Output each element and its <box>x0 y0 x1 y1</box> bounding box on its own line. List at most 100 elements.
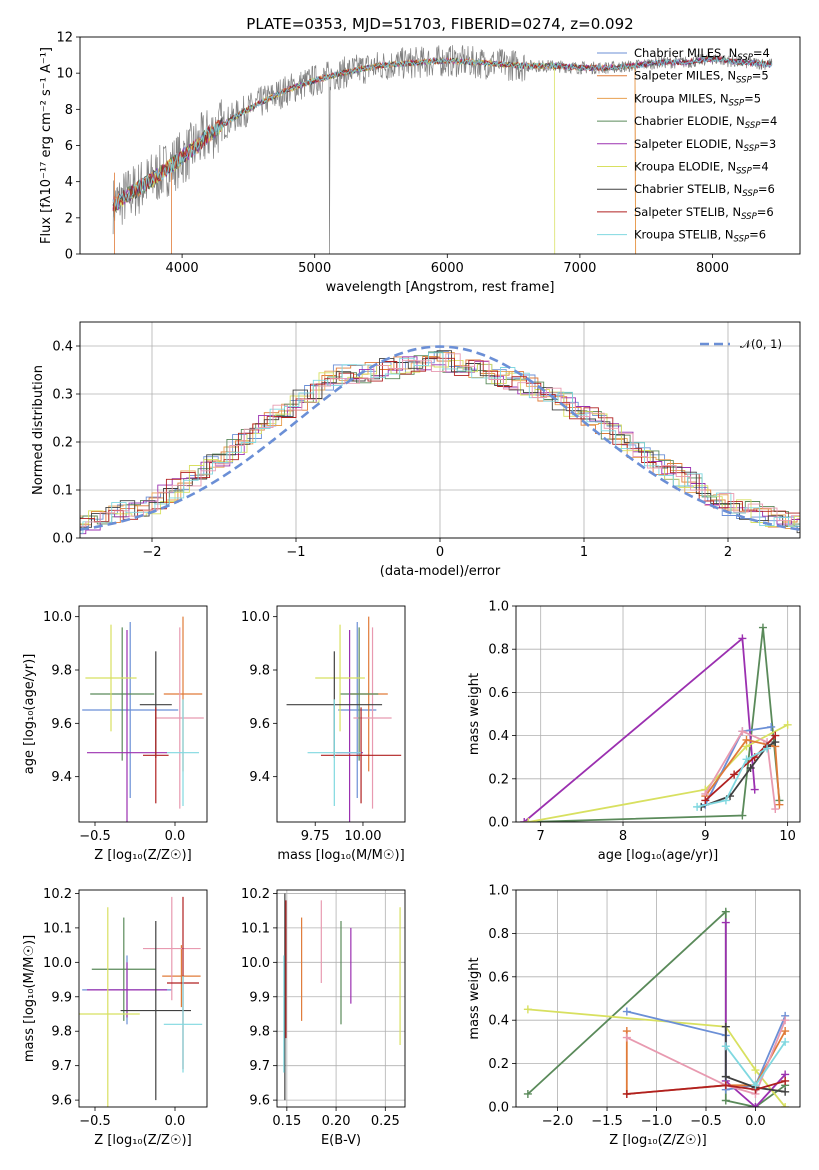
weight-series-marker <box>524 818 533 822</box>
data-point <box>340 627 379 761</box>
legend-entry-name: Chabrier MILES, N <box>634 46 737 60</box>
x-tick-label: 7 <box>537 829 545 844</box>
x-tick-label: −1.5 <box>591 1114 623 1129</box>
plot-area <box>520 623 792 822</box>
axes-frame <box>79 36 801 255</box>
legend-entry-name: Salpeter MILES, N <box>634 69 736 83</box>
plot-area <box>80 345 800 535</box>
y-tick-label: 9.6 <box>51 717 72 732</box>
weight-series-line <box>704 730 777 810</box>
panel-spectrum: 4000 5000 6000 7000 8000 0 2 4 6 8 10 12 wavelength … <box>39 15 801 295</box>
y-tick-label: 4 <box>65 175 73 190</box>
data-point <box>353 627 392 809</box>
weight-series-marker <box>771 805 780 814</box>
x-tick-label: 10 <box>779 829 796 844</box>
x-axis-label: wavelength [Angstrom, rest frame] <box>326 280 555 295</box>
weight-series-marker <box>763 744 772 753</box>
y-axis-label: Flux [fλ10⁻¹⁷ erg cm⁻² s⁻¹ A⁻¹] <box>39 47 54 244</box>
x-axis-label: mass [log₁₀(M/M☉)] <box>277 848 404 863</box>
legend-entry: Salpeter STELIB, NSSP=6 <box>634 205 774 222</box>
y-tick-label: 9.6 <box>249 1094 270 1109</box>
y-tick-label: 0.0 <box>488 1101 509 1116</box>
histogram-series <box>80 352 800 533</box>
model-series-line <box>112 56 773 210</box>
y-tick-label: 0.3 <box>52 388 73 403</box>
normal-curve <box>80 345 800 531</box>
legend-entry-count: =4 <box>760 114 777 128</box>
y-tick-label: 9.8 <box>51 664 72 679</box>
y-tick-label: 10.2 <box>241 887 270 902</box>
plot-area <box>79 896 203 1107</box>
weight-series-line <box>724 922 786 1107</box>
y-tick-label: 10 <box>56 67 73 82</box>
x-tick-label: 4000 <box>166 261 199 276</box>
y-tick-label: 0.6 <box>488 686 509 701</box>
weight-series-marker <box>523 1089 532 1098</box>
weight-series-marker <box>781 1076 790 1085</box>
weight-series-marker <box>622 1007 631 1016</box>
legend-entry-sub: SSP <box>736 167 752 177</box>
legend-entry-sub: SSP <box>742 189 758 199</box>
y-tick-label: 9.8 <box>249 1025 270 1040</box>
histogram-series <box>80 352 800 534</box>
x-axis-label: Z [log₁₀(Z/Z☉)] <box>609 1133 706 1148</box>
y-tick-label: 0.4 <box>488 1014 509 1029</box>
axes-frame <box>515 605 801 823</box>
y-tick-label: 10.0 <box>43 610 72 625</box>
weight-series-marker <box>738 727 747 736</box>
weight-series-line <box>626 1080 786 1095</box>
y-tick-label: 1.0 <box>488 884 509 899</box>
weight-series-marker <box>721 1096 730 1105</box>
x-tick-label: 5000 <box>298 261 331 276</box>
y-tick-label: 0.2 <box>52 436 73 451</box>
data-point <box>315 624 365 732</box>
legend-entry-sub: SSP <box>734 235 750 245</box>
weight-series-marker <box>622 1089 631 1098</box>
legend-entry-name: Chabrier ELODIE, N <box>634 114 745 128</box>
x-tick-label: −0.5 <box>79 829 111 844</box>
x-tick-label: 0.20 <box>322 1114 351 1129</box>
x-tick-label: −2.0 <box>542 1114 574 1129</box>
histogram-series <box>80 356 800 535</box>
histogram-series <box>80 350 800 534</box>
panel-residuals: −2 −1 0 1 2 0.0 0.1 0.2 0.3 0.4 (data-model)/error… <box>31 321 801 579</box>
data-point <box>85 624 137 732</box>
weight-series-marker <box>721 1081 730 1090</box>
weight-series-marker <box>738 811 747 820</box>
axes-frame <box>515 889 801 1108</box>
plot-area <box>82 616 204 822</box>
x-tick-label: 7000 <box>563 261 596 276</box>
weight-series <box>622 1076 790 1098</box>
data-point <box>155 627 204 809</box>
weight-series <box>693 744 772 811</box>
x-axis-label: E(B-V) <box>321 1133 361 1148</box>
y-tick-label: 9.6 <box>249 717 270 732</box>
weight-series <box>701 731 780 805</box>
y-axis-label: mass weight <box>467 673 482 755</box>
weight-series <box>520 634 759 822</box>
weight-series-marker <box>781 1027 790 1036</box>
legend-entry: 𝒩(0, 1) <box>740 337 782 351</box>
weight-series-marker <box>721 918 730 927</box>
y-axis-label: age [log₁₀(age/yr)] <box>22 654 37 775</box>
plot-area <box>283 893 401 1101</box>
data-point <box>120 921 191 1101</box>
data-point <box>167 699 199 806</box>
weight-series-line <box>528 627 781 822</box>
weight-series-line <box>724 1026 786 1093</box>
y-tick-label: 0.6 <box>488 970 509 985</box>
y-tick-label: 0.0 <box>488 816 509 831</box>
y-tick-label: 0.8 <box>488 643 509 658</box>
legend-entry-count: =5 <box>752 69 769 83</box>
y-axis-label: mass [log₁₀(M/M☉)] <box>22 935 37 1062</box>
weight-series-marker <box>742 755 751 764</box>
weight-series-marker <box>771 731 780 740</box>
histogram-series <box>80 353 800 528</box>
y-axis-label: Normed distribution <box>31 365 46 495</box>
plot-area <box>523 907 790 1107</box>
weight-series <box>622 1016 790 1098</box>
legend-entry: Salpeter ELODIE, NSSP=3 <box>634 137 776 154</box>
panel-age_vs_mass: 9.75 10.00 9.4 9.6 9.8 10.0 mass [log₁₀(M/M☉)] <box>241 605 406 863</box>
legend-entry: Chabrier ELODIE, NSSP=4 <box>634 114 777 131</box>
y-tick-label: 9.4 <box>51 770 72 785</box>
